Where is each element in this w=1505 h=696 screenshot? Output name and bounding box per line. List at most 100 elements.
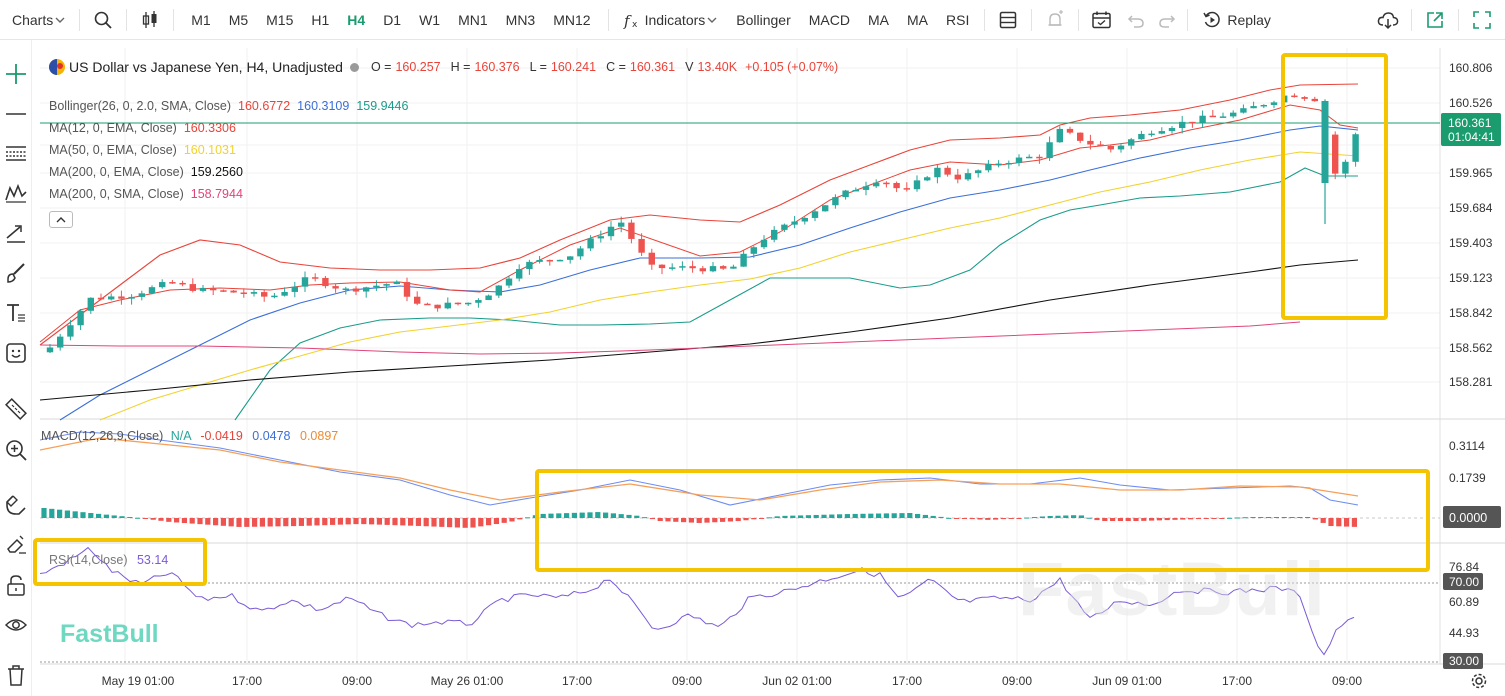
macd-histogram-bar xyxy=(525,517,531,519)
timeframe-h1[interactable]: H1 xyxy=(311,11,330,28)
candle-body xyxy=(1117,145,1125,150)
candle-body xyxy=(465,302,472,305)
emoji-tool[interactable] xyxy=(3,340,29,366)
macd-legend: MACD(12,26,9,Close) N/A -0.0419 0.0478 0… xyxy=(41,429,338,443)
candle-body xyxy=(638,238,645,253)
candle-body xyxy=(1097,144,1104,146)
candle-body xyxy=(954,174,961,180)
timeframe-m1[interactable]: M1 xyxy=(191,11,211,28)
candle-body xyxy=(1332,134,1339,174)
indicator-legend-0[interactable]: Bollinger(26, 0, 2.0, SMA, Close) 160.677… xyxy=(49,99,408,113)
rsi-level-low-badge xyxy=(1443,653,1483,669)
macd-histogram-bar xyxy=(1094,518,1100,521)
text-tool[interactable] xyxy=(3,300,29,326)
brush-tool[interactable] xyxy=(3,260,29,286)
pattern-tool[interactable] xyxy=(3,180,29,206)
high-value: 160.376 xyxy=(474,60,520,74)
ruler-tool[interactable] xyxy=(3,396,29,422)
macd-histogram-bar xyxy=(189,518,195,524)
timeframe-d1[interactable]: D1 xyxy=(383,11,402,28)
rsi-value: 53.14 xyxy=(136,553,169,567)
price-tick-label: 160.806 xyxy=(1449,61,1493,75)
macd-histogram-bar xyxy=(930,515,936,518)
calendar-button[interactable] xyxy=(1085,0,1119,40)
fullscreen-button[interactable] xyxy=(1465,0,1499,40)
eraser-icon xyxy=(7,535,26,554)
trend-tool[interactable] xyxy=(3,220,29,246)
indicator-legend-4[interactable]: MA(200, 0, SMA, Close) 158.7944 xyxy=(49,187,243,201)
macd-histogram-bar xyxy=(197,518,203,525)
macd-histogram-bar xyxy=(844,514,850,518)
undo-button[interactable] xyxy=(1119,0,1153,40)
redo-button[interactable] xyxy=(1153,0,1181,40)
chart-settings-button[interactable] xyxy=(1470,672,1490,692)
lock-tool[interactable] xyxy=(3,572,29,598)
change-value: +0.105 (+0.07%) xyxy=(745,60,839,74)
macd-histogram-bar xyxy=(478,518,484,527)
macd-histogram-bar xyxy=(642,517,648,519)
macd-histogram-bar xyxy=(564,513,570,518)
candle-body xyxy=(291,286,298,292)
quick-indicator-ma-3[interactable]: MA xyxy=(907,11,928,28)
macd-histogram-bar xyxy=(275,518,281,527)
candle-type-button[interactable] xyxy=(133,0,167,40)
time-tick-label: 09:00 xyxy=(1002,674,1032,688)
time-tick-label: 17:00 xyxy=(562,674,592,688)
rsi-level-high-badge xyxy=(1443,573,1483,590)
macd-histogram-bar xyxy=(907,513,913,518)
candle-body xyxy=(903,188,910,190)
quick-indicator-bollinger-0[interactable]: Bollinger xyxy=(736,11,791,28)
macd-histogram-bar xyxy=(977,518,983,520)
macd-histogram-bar xyxy=(1000,518,1006,520)
macd-histogram-bar xyxy=(353,518,359,525)
timeframe-mn12[interactable]: MN12 xyxy=(553,11,591,28)
macd-histogram-bar xyxy=(72,511,78,518)
quick-indicator-macd-1[interactable]: MACD xyxy=(808,11,850,28)
crosshair-tool[interactable] xyxy=(3,61,29,87)
cloud-save-button[interactable] xyxy=(1371,0,1405,40)
timeframe-m5[interactable]: M5 xyxy=(228,11,249,28)
charts-menu[interactable]: Charts xyxy=(0,0,73,40)
delete-tool[interactable] xyxy=(3,662,29,688)
macd-histogram-bar xyxy=(1351,518,1357,527)
candle-body xyxy=(618,222,625,227)
watermark: FastBull xyxy=(1018,547,1326,632)
eraser-tool[interactable] xyxy=(3,532,29,558)
replay-button[interactable]: Replay xyxy=(1194,0,1279,40)
indicator-legend-3[interactable]: MA(200, 0, EMA, Close) 159.2560 xyxy=(49,165,243,179)
candle-body xyxy=(189,284,196,291)
price-tick-label: 158.842 xyxy=(1449,306,1493,320)
candle-body xyxy=(964,173,972,180)
timeframe-mn3[interactable]: MN3 xyxy=(505,11,536,28)
quick-indicator-rsi-4[interactable]: RSI xyxy=(946,11,970,28)
candle-body xyxy=(1036,156,1043,159)
line-tool[interactable] xyxy=(3,101,29,127)
indicator-legend-1[interactable]: MA(12, 0, EMA, Close) 160.3306 xyxy=(49,121,236,135)
share-button[interactable] xyxy=(1418,0,1452,40)
timeframe-h4[interactable]: H4 xyxy=(347,11,366,28)
macd-histogram-bar xyxy=(493,518,499,525)
timeframe-m15[interactable]: M15 xyxy=(266,11,294,28)
timeframe-w1[interactable]: W1 xyxy=(419,11,441,28)
indicator-legend-2[interactable]: MA(50, 0, EMA, Close) 160.1031 xyxy=(49,143,236,157)
candle-body xyxy=(699,268,706,272)
macd-histogram-bar xyxy=(766,517,772,519)
magnet-tool[interactable] xyxy=(3,492,29,518)
visibility-tool[interactable] xyxy=(3,612,29,638)
fib-tool[interactable] xyxy=(3,140,29,166)
timeframe-mn1[interactable]: MN1 xyxy=(458,11,488,28)
search-button[interactable] xyxy=(86,0,120,40)
macd-histogram-bar xyxy=(306,518,312,526)
candle-body xyxy=(210,287,217,291)
zoom-tool[interactable] xyxy=(3,437,29,463)
bollinger-upper-line xyxy=(39,83,1359,346)
alert-button[interactable] xyxy=(1038,0,1072,40)
quick-indicator-ma-2[interactable]: MA xyxy=(868,11,889,28)
layout-button[interactable] xyxy=(991,0,1025,40)
collapse-legend-button[interactable] xyxy=(49,211,73,228)
candle-body xyxy=(709,266,717,272)
candle-body xyxy=(791,221,798,225)
